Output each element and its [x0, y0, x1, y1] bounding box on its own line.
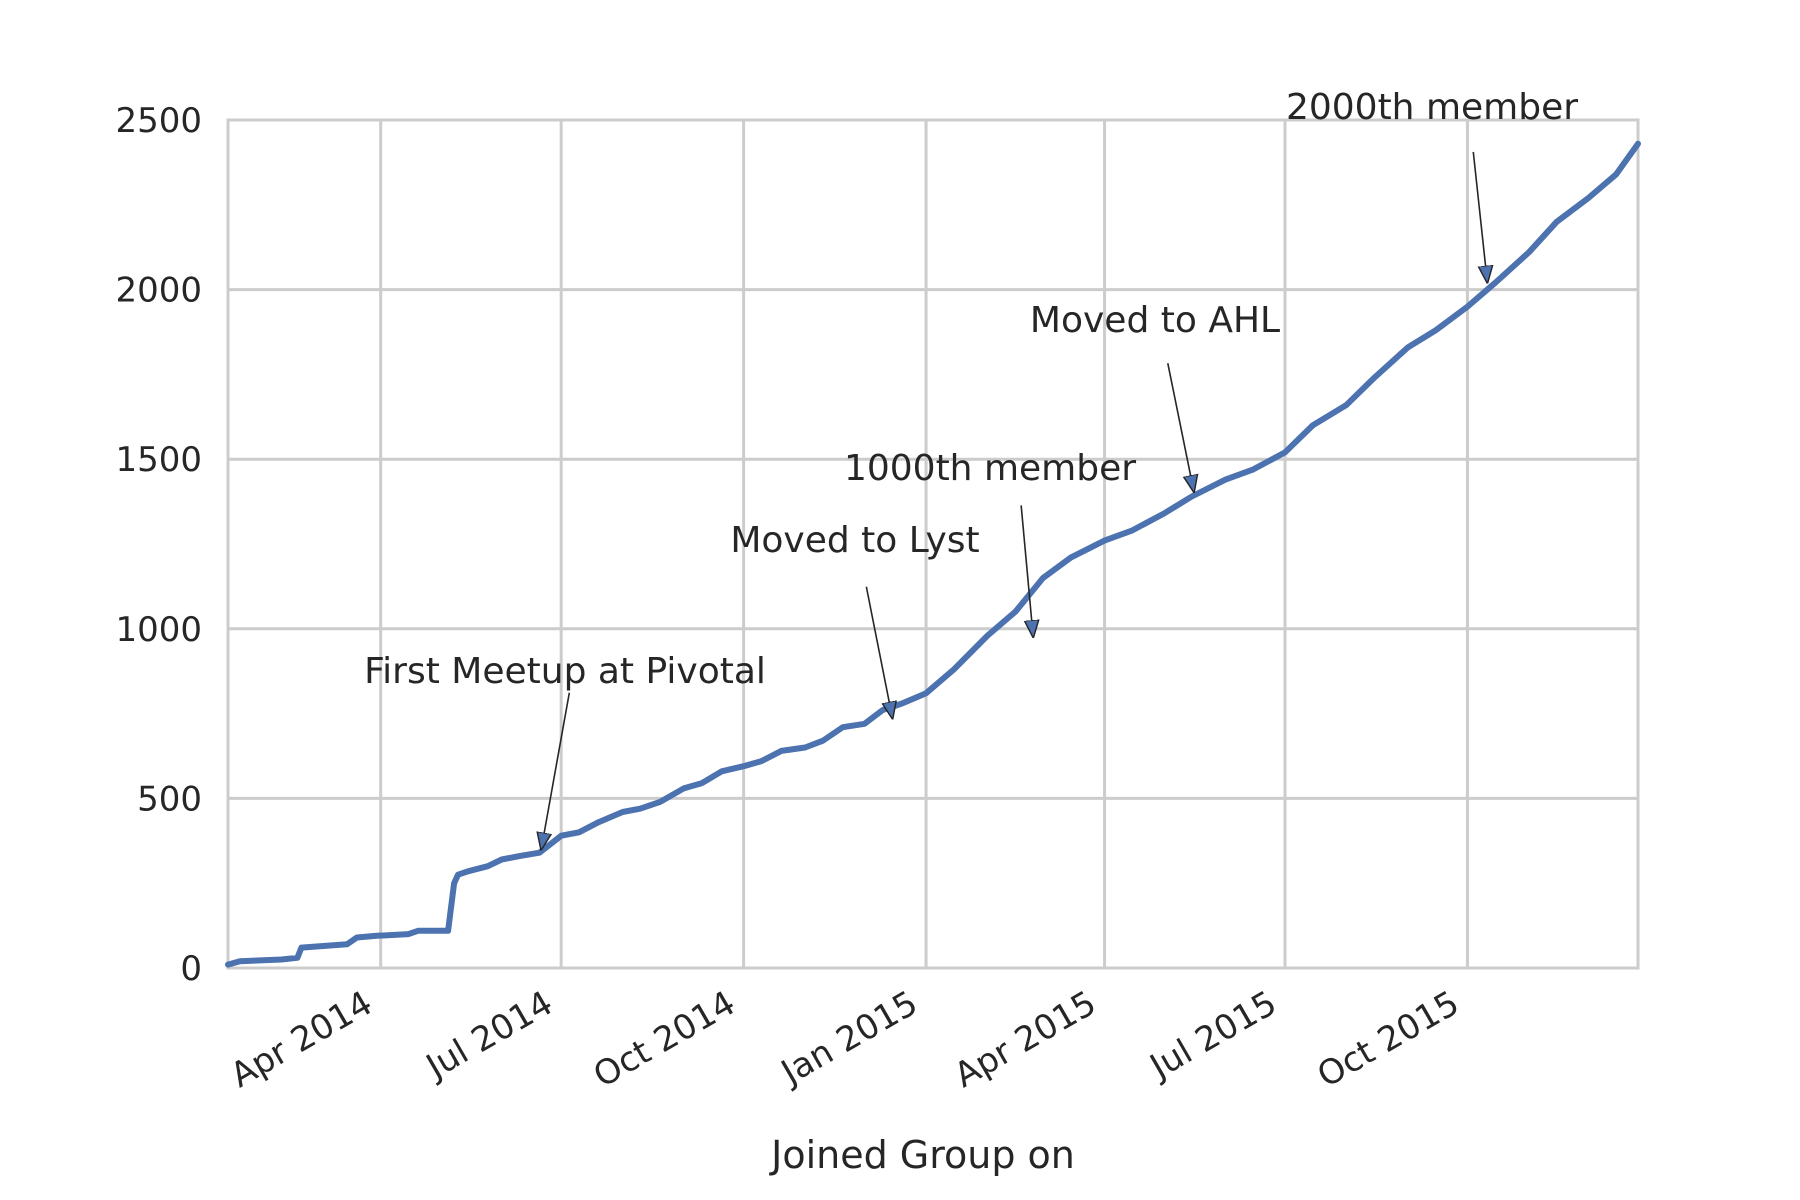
plot-frame [226, 118, 1640, 970]
annotation-text: 1000th member [844, 448, 1136, 489]
annotation-arrow [1472, 151, 1487, 282]
series-layer [225, 140, 1641, 968]
x-tick-label: Jul 2014 [418, 983, 560, 1088]
x-tick-label: Jan 2015 [773, 983, 924, 1094]
series-line-0 [225, 140, 1641, 968]
x-tick-label: Jul 2015 [1142, 983, 1284, 1088]
y-tick-label: 500 [137, 779, 202, 819]
annotation-text: 2000th member [1286, 87, 1578, 128]
x-tick-label: Oct 2015 [1311, 983, 1466, 1096]
y-tick-label: 1000 [115, 610, 202, 650]
x-tick-labels: Apr 2014 Jul 2014 Oct 2014 Jan 2015 Apr 2015… [224, 983, 1466, 1096]
x-tick-label: Oct 2014 [587, 983, 742, 1096]
annotation-arrow [1166, 363, 1194, 491]
annotation-arrow [1020, 505, 1033, 636]
annotation-arrow [865, 586, 892, 718]
annotation-text: Moved to AHL [1030, 300, 1280, 341]
y-tick-label: 2000 [115, 271, 202, 311]
x-tick-label: Apr 2014 [224, 983, 379, 1096]
y-tick-label: 2500 [115, 101, 202, 141]
annotation-arrow [541, 692, 571, 849]
y-tick-label: 1500 [115, 440, 202, 480]
y-tick-label: 0 [180, 949, 202, 989]
x-axis-label: Joined Group on [769, 1133, 1075, 1177]
x-tick-label: Apr 2015 [948, 983, 1103, 1096]
annotation-text: First Meetup at Pivotal [364, 651, 766, 692]
annotations: First Meetup at Pivotal Moved to Lyst 1000… [364, 87, 1578, 849]
y-tick-labels: 0 500 1000 1500 2000 2500 [115, 101, 202, 989]
annotation-text: Moved to Lyst [730, 520, 979, 561]
